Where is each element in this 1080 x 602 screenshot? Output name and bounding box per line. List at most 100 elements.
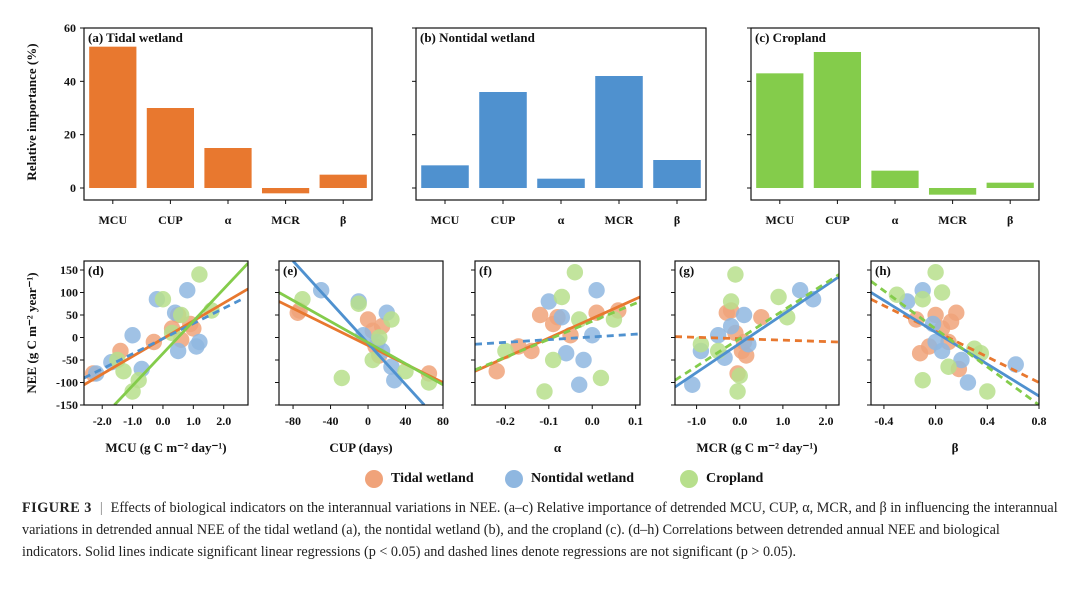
- bar-panel-cropland: (c) Cropland MCU CUP α MCR β: [747, 27, 1040, 227]
- bar-α: [537, 178, 585, 188]
- point-nontidal: [735, 306, 753, 324]
- point-nontidal: [791, 282, 809, 299]
- point-nontidal: [124, 327, 141, 344]
- cropland-marker-icon: [680, 470, 698, 488]
- point-cropland: [333, 369, 350, 387]
- legend-item-tidal: Tidal wetland: [365, 470, 474, 488]
- y-tick-label: 0: [70, 181, 76, 195]
- caption-figure-number: FIGURE 3: [22, 500, 92, 516]
- y-tick-label: -50: [62, 353, 78, 367]
- point-cropland: [592, 369, 610, 387]
- x-tick-label: 1.0: [186, 414, 201, 428]
- y-tick-label: 60: [64, 21, 76, 35]
- point-nontidal: [933, 342, 951, 360]
- x-tick-label: MCR: [605, 213, 634, 227]
- bar-α: [204, 148, 252, 188]
- x-tick-label: -0.1: [539, 414, 558, 428]
- bar-CUP: [479, 92, 527, 188]
- y-tick-label: 50: [66, 308, 78, 322]
- nontidal-marker-icon: [505, 470, 523, 488]
- x-tick-label: MCU: [765, 213, 794, 227]
- scatter-frame: [870, 260, 1040, 406]
- scatter-panel-3: (f) -0.2 -0.1 0.0 0.1 α: [471, 260, 643, 455]
- bar-β: [986, 182, 1034, 188]
- x-tick-label: α: [225, 213, 232, 227]
- point-cropland: [536, 383, 553, 400]
- point-cropland: [115, 363, 132, 380]
- point-cropland: [731, 367, 748, 384]
- y-tick-label: 0: [72, 331, 78, 345]
- x-tick-label: -80: [285, 414, 301, 428]
- regression-line-cropland: [871, 280, 1039, 405]
- point-nontidal: [959, 374, 977, 391]
- legend-label-cropland: Cropland: [706, 471, 764, 486]
- caption-text: Effects of biological indicators on the …: [22, 500, 1058, 560]
- x-tick-label: MCR: [271, 213, 300, 227]
- point-nontidal: [557, 345, 575, 362]
- bar-CUP: [146, 108, 195, 188]
- bar-MCR: [261, 188, 310, 194]
- scatter-panel-1: (d) -150 -100 -50 0 50 100 150 -2.0 -1.0 0.0 1.0 2.0…: [56, 260, 249, 455]
- x-tick-label: 40: [400, 414, 412, 428]
- x-tick-label: CUP: [158, 213, 183, 227]
- scatter-plots-row: (d) -150 -100 -50 0 50 100 150 -2.0 -1.0 0.0 1.0 2.0…: [24, 260, 1047, 455]
- x-tick-label: MCU: [431, 213, 460, 227]
- point-cropland: [722, 293, 740, 310]
- plot-area: [675, 266, 839, 400]
- bar-α: [871, 170, 919, 188]
- point-cropland: [566, 264, 584, 281]
- x-tick-label: CUP: [491, 213, 516, 227]
- bottom-y-axis-label: NEE (g C m⁻² year⁻¹): [24, 272, 39, 393]
- point-cropland: [770, 288, 787, 306]
- x-tick-label: α: [558, 213, 565, 227]
- regression-line-tidal: [871, 297, 1039, 384]
- point-cropland: [940, 358, 957, 375]
- point-nontidal: [553, 309, 571, 326]
- x-tick-label: 0: [365, 414, 371, 428]
- bar-MCU: [421, 165, 469, 188]
- panel-title: (g): [679, 263, 694, 278]
- point-cropland: [191, 266, 208, 283]
- panel-title: (d): [88, 263, 104, 278]
- x-tick-label: -0.2: [496, 414, 515, 428]
- regression-line-cropland: [675, 273, 839, 382]
- regression-line-tidal: [675, 335, 839, 344]
- y-tick-label: 100: [60, 286, 78, 300]
- point-cropland: [914, 372, 931, 389]
- x-axis-label: CUP (days): [329, 440, 392, 455]
- panel-title: (c) Cropland: [755, 30, 827, 45]
- y-tick-label: -150: [56, 398, 78, 412]
- point-cropland: [729, 383, 746, 400]
- panel-title: (e): [283, 263, 297, 278]
- x-tick-label: 1.0: [775, 414, 790, 428]
- legend-item-cropland: Cropland: [680, 470, 763, 488]
- point-tidal: [531, 306, 549, 324]
- scatter-frame: [674, 260, 840, 406]
- scatter-frame: [474, 260, 641, 406]
- point-cropland: [927, 264, 944, 281]
- legend-item-nontidal: Nontidal wetland: [505, 470, 634, 488]
- legend: Tidal wetland Nontidal wetland Cropland: [0, 466, 1080, 494]
- x-tick-label: -2.0: [93, 414, 112, 428]
- legend-label-tidal: Tidal wetland: [391, 471, 474, 486]
- y-tick-label: 20: [64, 128, 76, 142]
- bar-panel-tidal: (a) Tidal wetland 0 20 40 60 MCU CUP α MCR β: [64, 21, 373, 227]
- point-cropland: [553, 288, 571, 306]
- scatter-panel-2: (e) -80 -40 0 40 80 CUP (days): [275, 260, 449, 455]
- x-tick-label: 0.8: [1032, 414, 1047, 428]
- point-nontidal: [684, 376, 701, 393]
- x-tick-label: -1.0: [687, 414, 706, 428]
- bar-MCU: [756, 73, 804, 188]
- x-tick-label: β: [340, 213, 346, 227]
- point-cropland: [364, 351, 381, 369]
- caption-separator: |: [99, 500, 103, 516]
- regression-line-cropland: [279, 291, 443, 386]
- scatter-frame: [83, 260, 249, 406]
- x-tick-label: -1.0: [123, 414, 142, 428]
- x-tick-label: 2.0: [216, 414, 231, 428]
- bar-MCU: [89, 46, 137, 188]
- point-cropland: [727, 266, 744, 283]
- bar-β: [653, 160, 701, 188]
